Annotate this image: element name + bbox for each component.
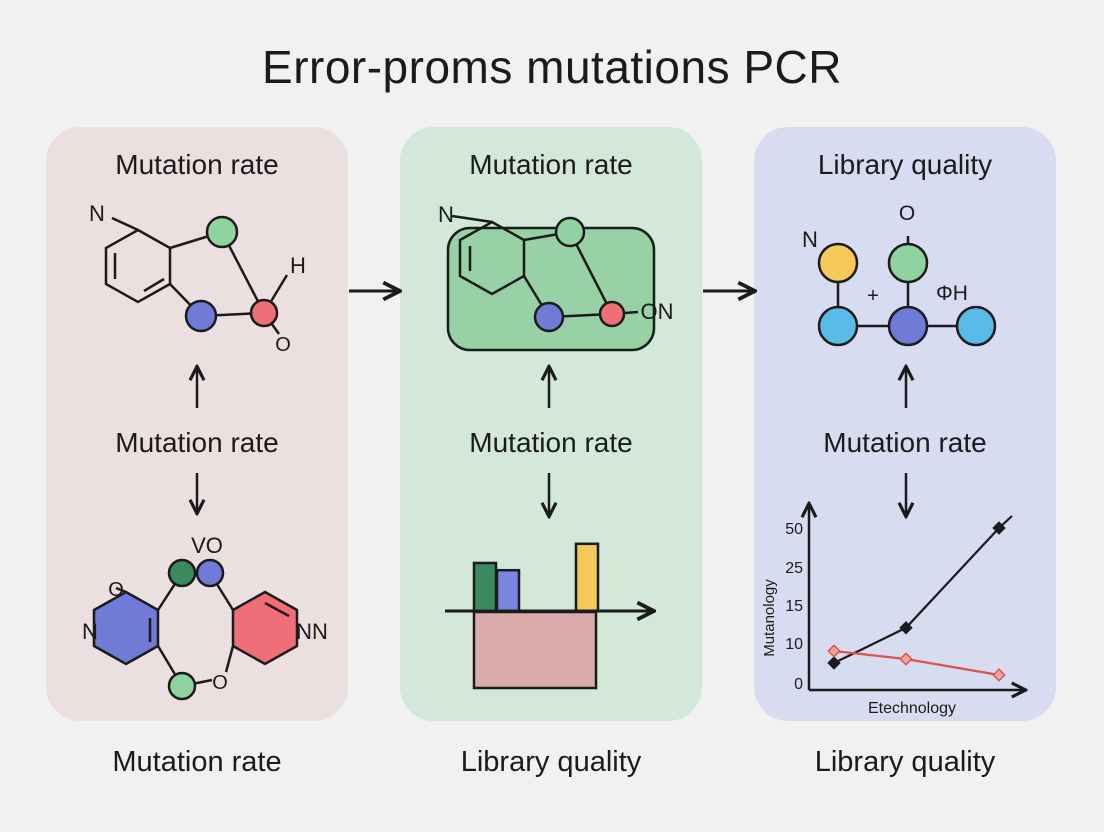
line-chart-x-label: Etechnology xyxy=(868,700,956,717)
panel-1-atom-label-nn: NN xyxy=(296,619,328,644)
panel-2-top-label: Mutation rate xyxy=(469,149,633,180)
panel-1-atom-label-vo: VO xyxy=(191,533,223,558)
panel-1-atom-label-o2: O xyxy=(108,579,124,601)
panel-2-top-molecule xyxy=(446,214,656,352)
panel-2-atom-label-on: ON xyxy=(641,299,674,324)
series-line-2 xyxy=(833,649,1000,677)
panel-2-middle-label: Mutation rate xyxy=(469,427,633,458)
panel-2-caption: Library quality xyxy=(460,746,642,778)
panel-3-caption: Library quality xyxy=(814,746,996,778)
panel-3-atom-label-o: O xyxy=(899,202,915,225)
panel-1-atom-label-n: N xyxy=(89,201,105,226)
y-tick-label: 10 xyxy=(785,636,803,653)
series-1-point-1 xyxy=(827,656,841,670)
panel-2-atom-label-n: N xyxy=(438,202,454,227)
panel-1-atom-label-o: O xyxy=(275,334,291,356)
panel-1-atom-label-h: H xyxy=(290,253,306,278)
panel-3-atom-label-oh: ΦH xyxy=(936,282,968,305)
panel-1-caption: Mutation rate xyxy=(112,746,282,778)
bar-2 xyxy=(495,568,521,613)
panel-1-top-label: Mutation rate xyxy=(115,149,279,180)
series-1-point-2 xyxy=(899,621,913,635)
panel-3-plus-sign: + xyxy=(867,285,879,307)
panel-2-bar-chart xyxy=(445,542,652,690)
line-chart-y-label: Mutanology xyxy=(761,579,778,657)
panel-3-middle-label: Mutation rate xyxy=(823,427,987,458)
series-2-point-3 xyxy=(992,668,1006,682)
series-2-point-2 xyxy=(899,652,913,666)
y-tick-label: 50 xyxy=(785,521,803,538)
y-tick-label: 15 xyxy=(785,598,803,615)
bar-1 xyxy=(472,561,498,613)
panel-1-bottom-molecule xyxy=(92,558,299,701)
panel-3: Library quality Mutation rate xyxy=(754,127,1056,721)
bar-3 xyxy=(574,542,600,613)
y-tick-label: 25 xyxy=(785,560,803,577)
bar-chart-base-block xyxy=(472,610,598,690)
panel-3-top-label: Library quality xyxy=(817,149,993,180)
y-tick-label: 0 xyxy=(794,676,803,693)
panel-1-atom-label-n2: N xyxy=(82,619,98,644)
panel-1-atom-label-o3: O xyxy=(212,672,228,694)
page-title: Error-proms mutations PCR xyxy=(262,41,842,93)
panel-1-top-molecule xyxy=(104,215,289,335)
series-line-1 xyxy=(833,515,1013,664)
panel-1-middle-label: Mutation rate xyxy=(115,427,279,458)
series-1-point-3 xyxy=(992,521,1006,535)
panel-3-atom-label-n: N xyxy=(802,227,818,252)
panel-3-line-chart: 50 25 15 10 0 Etechnology Mutanology xyxy=(761,505,1024,717)
series-2-point-1 xyxy=(827,644,841,658)
panel-3-top-molecule xyxy=(817,236,997,347)
